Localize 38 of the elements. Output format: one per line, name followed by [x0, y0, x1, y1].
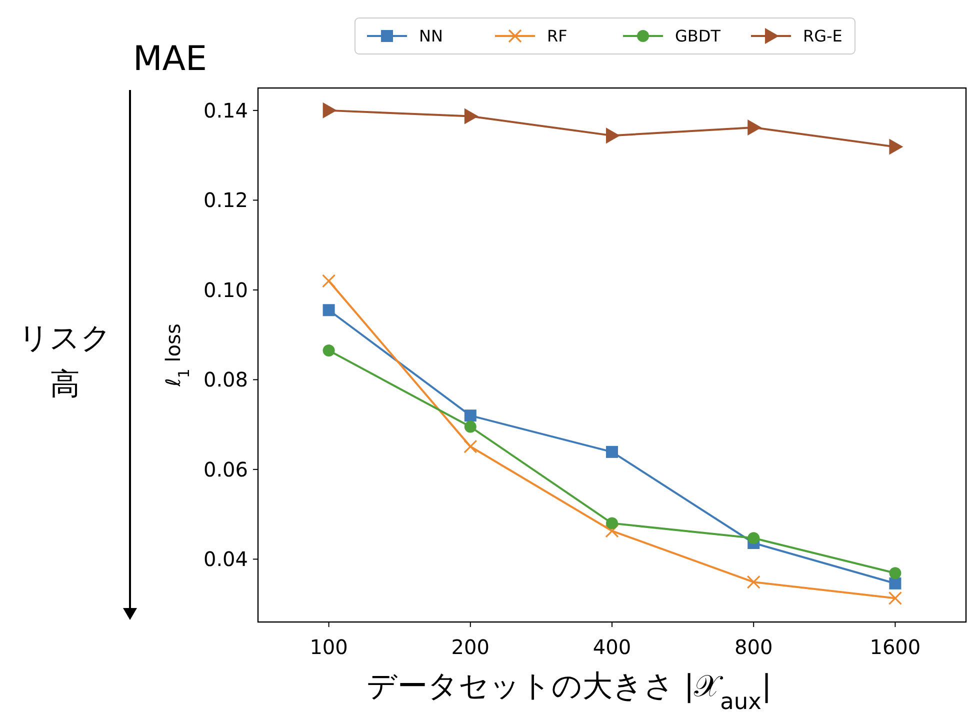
text: リスク: [18, 321, 112, 356]
point: [606, 517, 618, 530]
point: [748, 119, 762, 136]
x-tick-label: 800: [734, 635, 773, 659]
x-tick-label: 100: [310, 635, 348, 659]
point: [606, 128, 620, 144]
point: [464, 108, 478, 124]
point: [322, 344, 335, 357]
point: [322, 304, 335, 316]
x-tick-label: 200: [451, 635, 490, 659]
legend-label: NN: [419, 26, 443, 46]
y-tick-label: 0.10: [203, 278, 248, 302]
point: [889, 138, 904, 155]
y-tick-label: 0.14: [203, 98, 248, 122]
legend-label: GBDT: [675, 26, 721, 46]
point: [888, 591, 902, 606]
point: [464, 440, 478, 454]
y-tick-label: 0.04: [203, 547, 248, 572]
point: [464, 420, 476, 433]
point: [606, 446, 618, 458]
point: [605, 524, 619, 538]
x-tick-label: 1600: [870, 635, 921, 659]
y-tick-label: 0.06: [203, 457, 248, 482]
y-tick-label: 0.08: [203, 368, 248, 392]
y-tick-label: 0.12: [203, 188, 248, 212]
legend-label: RG-E: [803, 26, 842, 46]
text: MAE: [132, 39, 208, 79]
point: [322, 274, 336, 288]
point: [464, 410, 476, 422]
point: [748, 532, 760, 544]
x-axis-title: データセットの大きさ |𝒳$_{aux}$|: [366, 669, 772, 715]
point: [889, 567, 902, 580]
point: [322, 102, 337, 118]
point: [746, 575, 760, 589]
x-tick-label: 400: [592, 635, 632, 659]
legend-label: RF: [547, 26, 568, 46]
text: 高: [50, 367, 80, 402]
point: [889, 577, 902, 590]
